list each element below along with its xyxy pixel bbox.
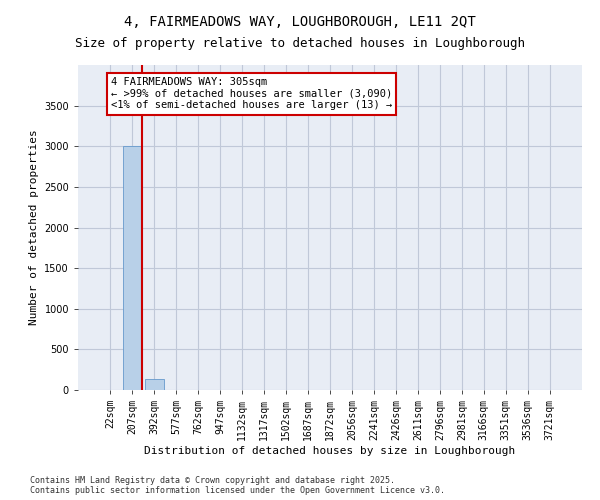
Text: 4, FAIRMEADOWS WAY, LOUGHBOROUGH, LE11 2QT: 4, FAIRMEADOWS WAY, LOUGHBOROUGH, LE11 2… [124, 15, 476, 29]
Text: Contains HM Land Registry data © Crown copyright and database right 2025.
Contai: Contains HM Land Registry data © Crown c… [30, 476, 445, 495]
Y-axis label: Number of detached properties: Number of detached properties [29, 130, 38, 326]
Text: Size of property relative to detached houses in Loughborough: Size of property relative to detached ho… [75, 38, 525, 51]
Text: 4 FAIRMEADOWS WAY: 305sqm
← >99% of detached houses are smaller (3,090)
<1% of s: 4 FAIRMEADOWS WAY: 305sqm ← >99% of deta… [110, 77, 392, 110]
Bar [123, 146, 142, 390]
Bar [145, 380, 164, 390]
X-axis label: Distribution of detached houses by size in Loughborough: Distribution of detached houses by size … [145, 446, 515, 456]
